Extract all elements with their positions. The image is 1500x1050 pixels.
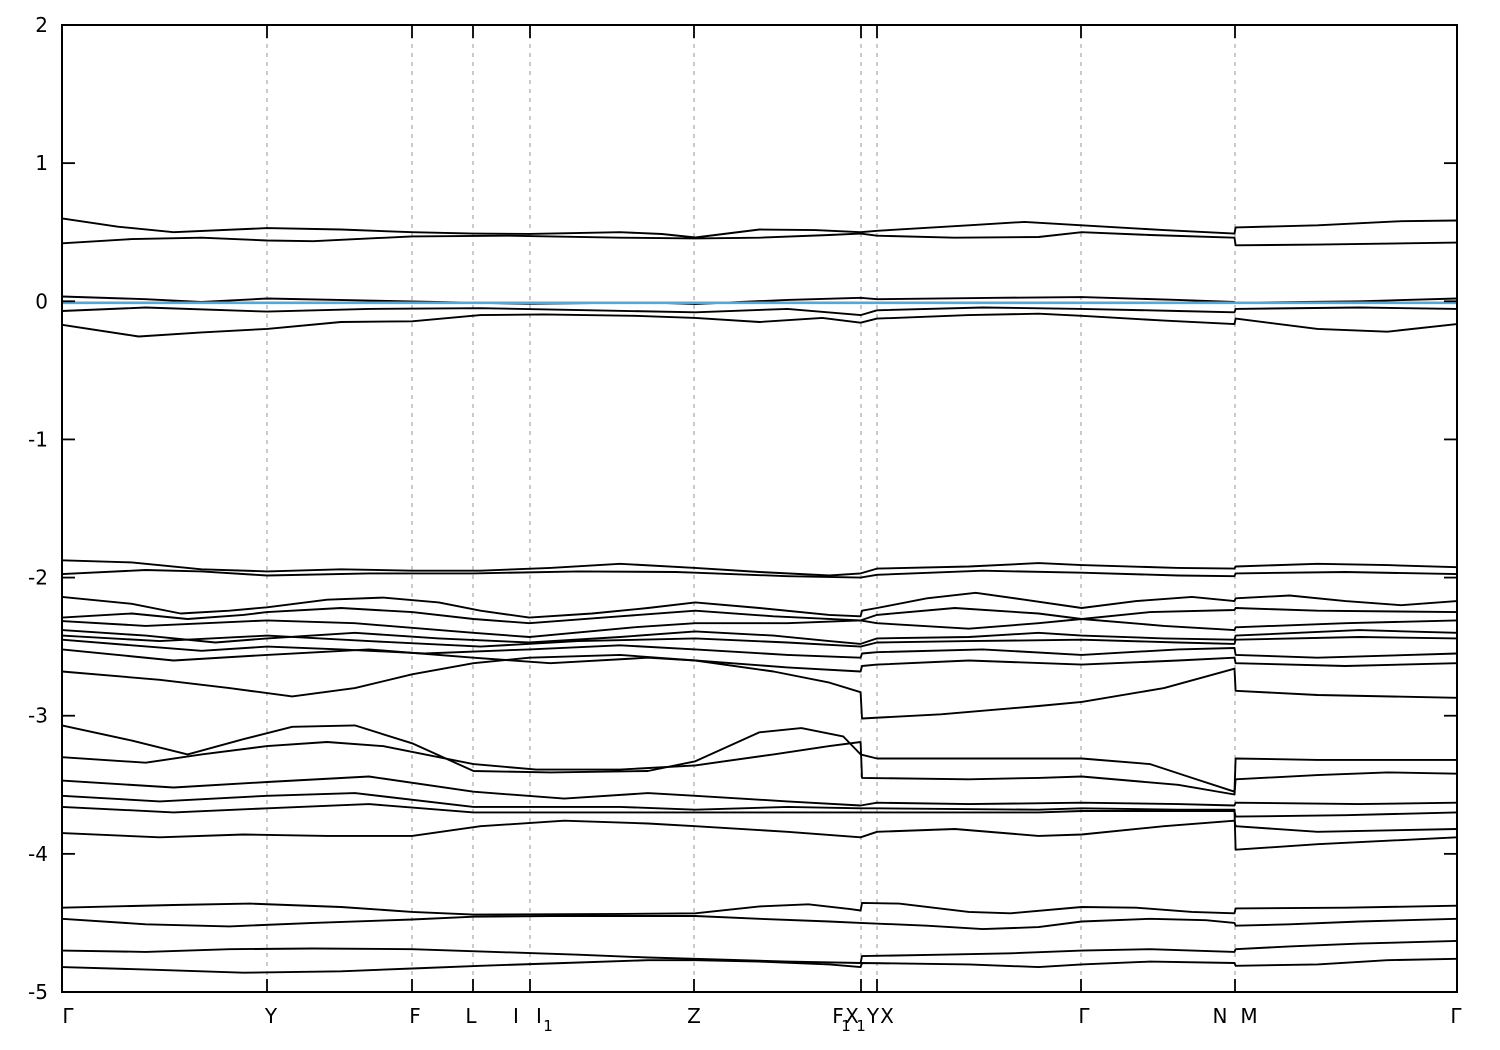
x-axis-k-label: Z [687, 1004, 701, 1028]
plot-frame [61, 24, 1458, 993]
x-axis-k-label: Γ [62, 1004, 74, 1028]
band-21-line [61, 819, 1458, 839]
y-axis-tick-label: 1 [35, 151, 48, 175]
band-07-line [61, 569, 1458, 579]
band-05-line [61, 312, 1458, 338]
band-04-line [61, 306, 1458, 317]
y-axis-tick-label: -2 [28, 566, 48, 590]
x-axis-k-label: M [1240, 1004, 1257, 1028]
x-axis-k-label: I [536, 1004, 542, 1028]
band-19-line [61, 792, 1458, 851]
band-08-line [61, 591, 1458, 619]
band-06-line [61, 559, 1458, 577]
band-09-line [61, 607, 1458, 625]
x-axis-k-label: L [465, 1004, 477, 1028]
band-01-line [61, 217, 1458, 239]
x-axis-k-label: Y [866, 1004, 880, 1028]
x-axis-k-label: X [845, 1004, 859, 1028]
band-18-line [61, 775, 1458, 807]
x-axis-k-label: I [513, 1004, 519, 1028]
band-25-line [61, 957, 1458, 974]
band-13-line [61, 638, 1458, 659]
band-16-line [61, 724, 1458, 793]
x-axis-k-label: 1 [543, 1017, 553, 1035]
band-20-line [61, 803, 1458, 818]
y-axis-tick-label: -5 [28, 980, 48, 1004]
x-axis-k-label: Y [264, 1004, 278, 1028]
x-axis-k-label: 1 [856, 1017, 866, 1035]
y-axis-tick-label: 0 [35, 289, 48, 313]
x-axis-k-label: Γ [1078, 1004, 1090, 1028]
x-axis-k-label: X [880, 1004, 894, 1028]
x-axis-k-label: F [832, 1004, 844, 1028]
x-axis-k-label: Γ [1450, 1004, 1462, 1028]
band-23-line [61, 915, 1458, 931]
band-15-line [61, 653, 1458, 720]
x-axis-k-label: 1 [841, 1017, 851, 1035]
band-24-line [61, 939, 1458, 964]
band-17-line [61, 741, 1458, 796]
y-axis-tick-label: -3 [28, 704, 48, 728]
y-axis-tick-label: 2 [35, 13, 48, 37]
band-02-line [61, 231, 1458, 247]
y-axis-tick-label: -4 [28, 842, 48, 866]
band-22-line [61, 901, 1458, 916]
band-10-line [61, 618, 1458, 638]
band-14-line [61, 648, 1458, 673]
x-axis-k-label: N [1213, 1004, 1228, 1028]
y-axis-tick-label: -1 [28, 427, 48, 451]
x-axis-k-label: F [409, 1004, 421, 1028]
band-12-line [61, 634, 1458, 648]
